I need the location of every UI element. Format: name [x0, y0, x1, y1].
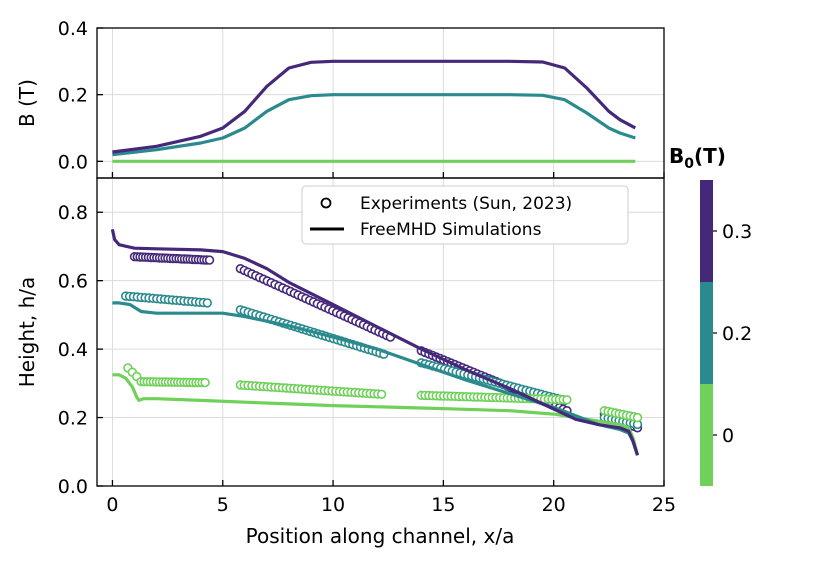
- bottom-ticks: 0 5 10 15 20 25 0.0 0.2 0.4 0.6 0.8: [58, 202, 676, 516]
- x-tick-label: 15: [431, 494, 455, 516]
- simulation-lines: [110, 228, 640, 456]
- simulation-line-0: [112, 373, 640, 456]
- top-ticks: 0.0 0.2 0.4: [58, 18, 665, 178]
- x-tick-label: 10: [321, 494, 345, 516]
- experiment-markers: [120, 252, 643, 433]
- experiment-point-0: [562, 395, 572, 405]
- legend-experiments-label: Experiments (Sun, 2023): [360, 194, 572, 214]
- legend: Experiments (Sun, 2023) FreeMHD Simulati…: [301, 185, 629, 245]
- x-tick-label: 25: [652, 494, 676, 516]
- x-tick-label: 5: [217, 494, 229, 516]
- experiment-point-0.3: [204, 255, 215, 265]
- x-tick-label: 20: [542, 494, 566, 516]
- x-tick-label: 0: [106, 494, 118, 516]
- top-y-tick-label: 0.4: [58, 18, 88, 40]
- top-gridlines: [97, 27, 665, 178]
- colorbar: B0(T) 0.3 0.2 0: [669, 144, 752, 486]
- experiment-point-0.2: [202, 298, 213, 308]
- simulation-line-0.3: [110, 228, 640, 456]
- colorbar-blocks: 0.3 0.2 0: [700, 180, 752, 486]
- experiment-point-0: [376, 389, 387, 399]
- b-field-line-0.2: [112, 93, 636, 157]
- bottom-axes-frame: [96, 177, 665, 487]
- legend-box: [301, 185, 629, 245]
- b-field-panel: 0.0 0.2 0.4 B (T): [15, 18, 665, 179]
- bottom-y-axis-label: Height, h/a: [15, 277, 39, 388]
- top-y-axis-label: B (T): [15, 79, 39, 127]
- bottom-y-tick-label: 0.8: [58, 202, 88, 224]
- experiment-point-0: [632, 412, 643, 423]
- colorbar-tick-label: 0: [722, 425, 734, 447]
- colorbar-tick-label: 0.2: [722, 323, 752, 345]
- b-field-lines: [112, 59, 637, 163]
- top-y-tick-label: 0.2: [58, 85, 88, 107]
- experiment-point-0: [200, 377, 210, 388]
- bottom-y-tick-label: 0.0: [58, 476, 88, 498]
- top-y-tick-label: 0.0: [58, 151, 88, 173]
- bottom-y-tick-label: 0.2: [58, 408, 88, 430]
- height-panel: 0 5 10 15 20 25 0.0 0.2 0.4 0.6 0.8 Height, h/a Po…: [15, 177, 676, 548]
- b-field-line-0.3: [112, 59, 637, 154]
- legend-simulations-label: FreeMHD Simulations: [360, 220, 542, 240]
- colorbar-title: B0(T): [669, 144, 726, 172]
- bottom-y-tick-label: 0.6: [58, 271, 88, 293]
- bottom-y-tick-label: 0.4: [58, 339, 88, 361]
- colorbar-block-0: [700, 384, 713, 486]
- colorbar-tick-label: 0.3: [722, 221, 752, 243]
- colorbar-block-0.2: [700, 282, 713, 384]
- top-axes-frame: [96, 27, 665, 179]
- legend-experiment-marker: [320, 197, 332, 209]
- x-axis-label: Position along channel, x/a: [246, 524, 515, 548]
- colorbar-block-0.3: [700, 180, 713, 282]
